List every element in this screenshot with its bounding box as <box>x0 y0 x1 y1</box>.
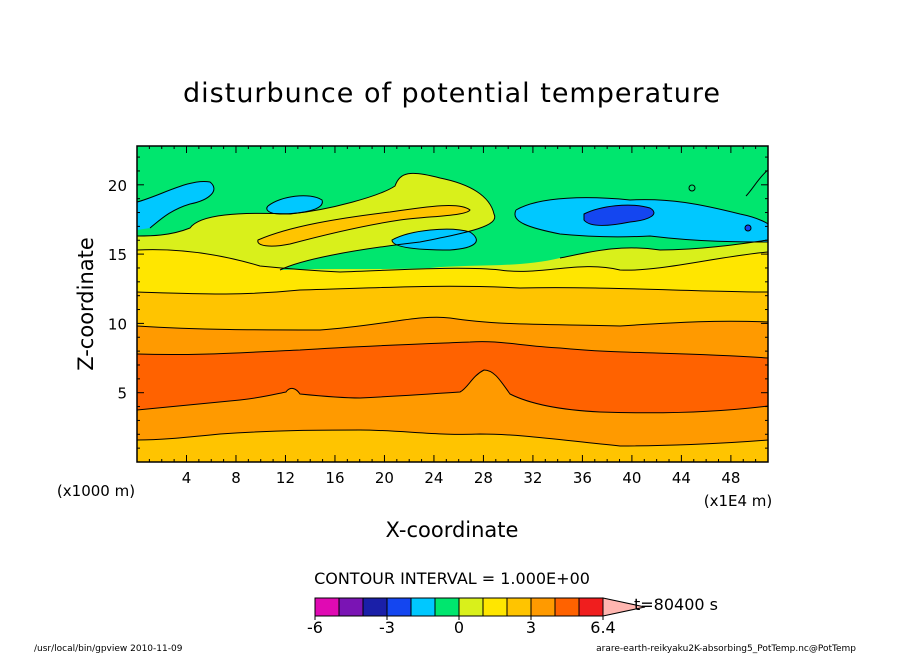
colorbar-swatch <box>362 597 388 617</box>
colorbar-swatch <box>578 597 604 617</box>
y-unit-label: (x1000 m) <box>57 482 135 500</box>
y-axis-title: Z-coordinate <box>74 237 98 371</box>
colorbar-swatch <box>554 597 580 617</box>
band-m2-to-m1 <box>584 205 654 226</box>
footer-right: arare-earth-reikyaku2K-absorbing5_PotTem… <box>596 644 856 654</box>
x-tick-label: 44 <box>672 469 691 487</box>
x-axis: 4 8 12 16 20 24 28 32 36 40 44 48 <box>148 146 757 487</box>
x-tick-label: 12 <box>276 469 295 487</box>
colorbar-swatch <box>482 597 508 617</box>
x-tick-label: 16 <box>325 469 344 487</box>
x-tick-label: 40 <box>622 469 641 487</box>
x-tick-label: 32 <box>523 469 542 487</box>
colorbar-swatch <box>458 597 484 617</box>
y-tick-label: 10 <box>108 315 127 333</box>
y-tick-label: 15 <box>108 246 127 264</box>
colorbar-swatch <box>506 597 532 617</box>
x-tick-label: 8 <box>231 469 241 487</box>
colorbar-swatch <box>338 597 364 617</box>
chart-title: disturbunce of potential temperature <box>183 78 721 109</box>
band-2-to-3-aloft <box>257 205 470 247</box>
footer-left: /usr/local/bin/gpview 2010-11-09 <box>34 644 183 654</box>
band-m2-to-m1-dot <box>745 225 751 231</box>
x-tick-label: 48 <box>721 469 740 487</box>
colorbar-swatch <box>410 597 436 617</box>
x-tick-label: 4 <box>182 469 192 487</box>
y-tick-label: 5 <box>117 385 127 403</box>
y-axis: 5 10 15 20 <box>108 156 768 449</box>
colorbar-tick-label: -3 <box>379 618 395 637</box>
colorbar-tick-label: 3 <box>526 618 536 637</box>
x-tick-label: 20 <box>375 469 394 487</box>
colorbar-tick-label: 0 <box>454 618 464 637</box>
y-tick-label: 20 <box>108 177 127 195</box>
colorbar-arrow <box>602 597 646 617</box>
colorbar: -6 -3 0 3 6.4 <box>307 597 646 637</box>
band-0-to-1 <box>137 146 768 270</box>
band-m1-to-0-patch <box>266 195 323 214</box>
colorbar-swatch <box>314 597 340 617</box>
band-m1-to-0-west <box>137 181 214 230</box>
x-tick-label: 36 <box>573 469 592 487</box>
x-axis-title: X-coordinate <box>386 518 519 542</box>
colorbar-swatch <box>434 597 460 617</box>
time-label: t=80400 s <box>634 595 718 614</box>
colorbar-tick-label: -6 <box>307 618 323 637</box>
contour-field <box>137 146 768 462</box>
x-unit-label: (x1E4 m) <box>704 492 773 510</box>
colorbar-swatch <box>386 597 412 617</box>
plot-frame <box>136 145 769 463</box>
colorbar-swatch <box>530 597 556 617</box>
band-5-to-6 <box>137 341 768 413</box>
contour-lines <box>137 169 768 447</box>
x-tick-label: 28 <box>474 469 493 487</box>
x-tick-label: 24 <box>424 469 443 487</box>
colorbar-tick-label: 6.4 <box>590 618 615 637</box>
contour-interval-label: CONTOUR INTERVAL = 1.000E+00 <box>314 569 590 588</box>
